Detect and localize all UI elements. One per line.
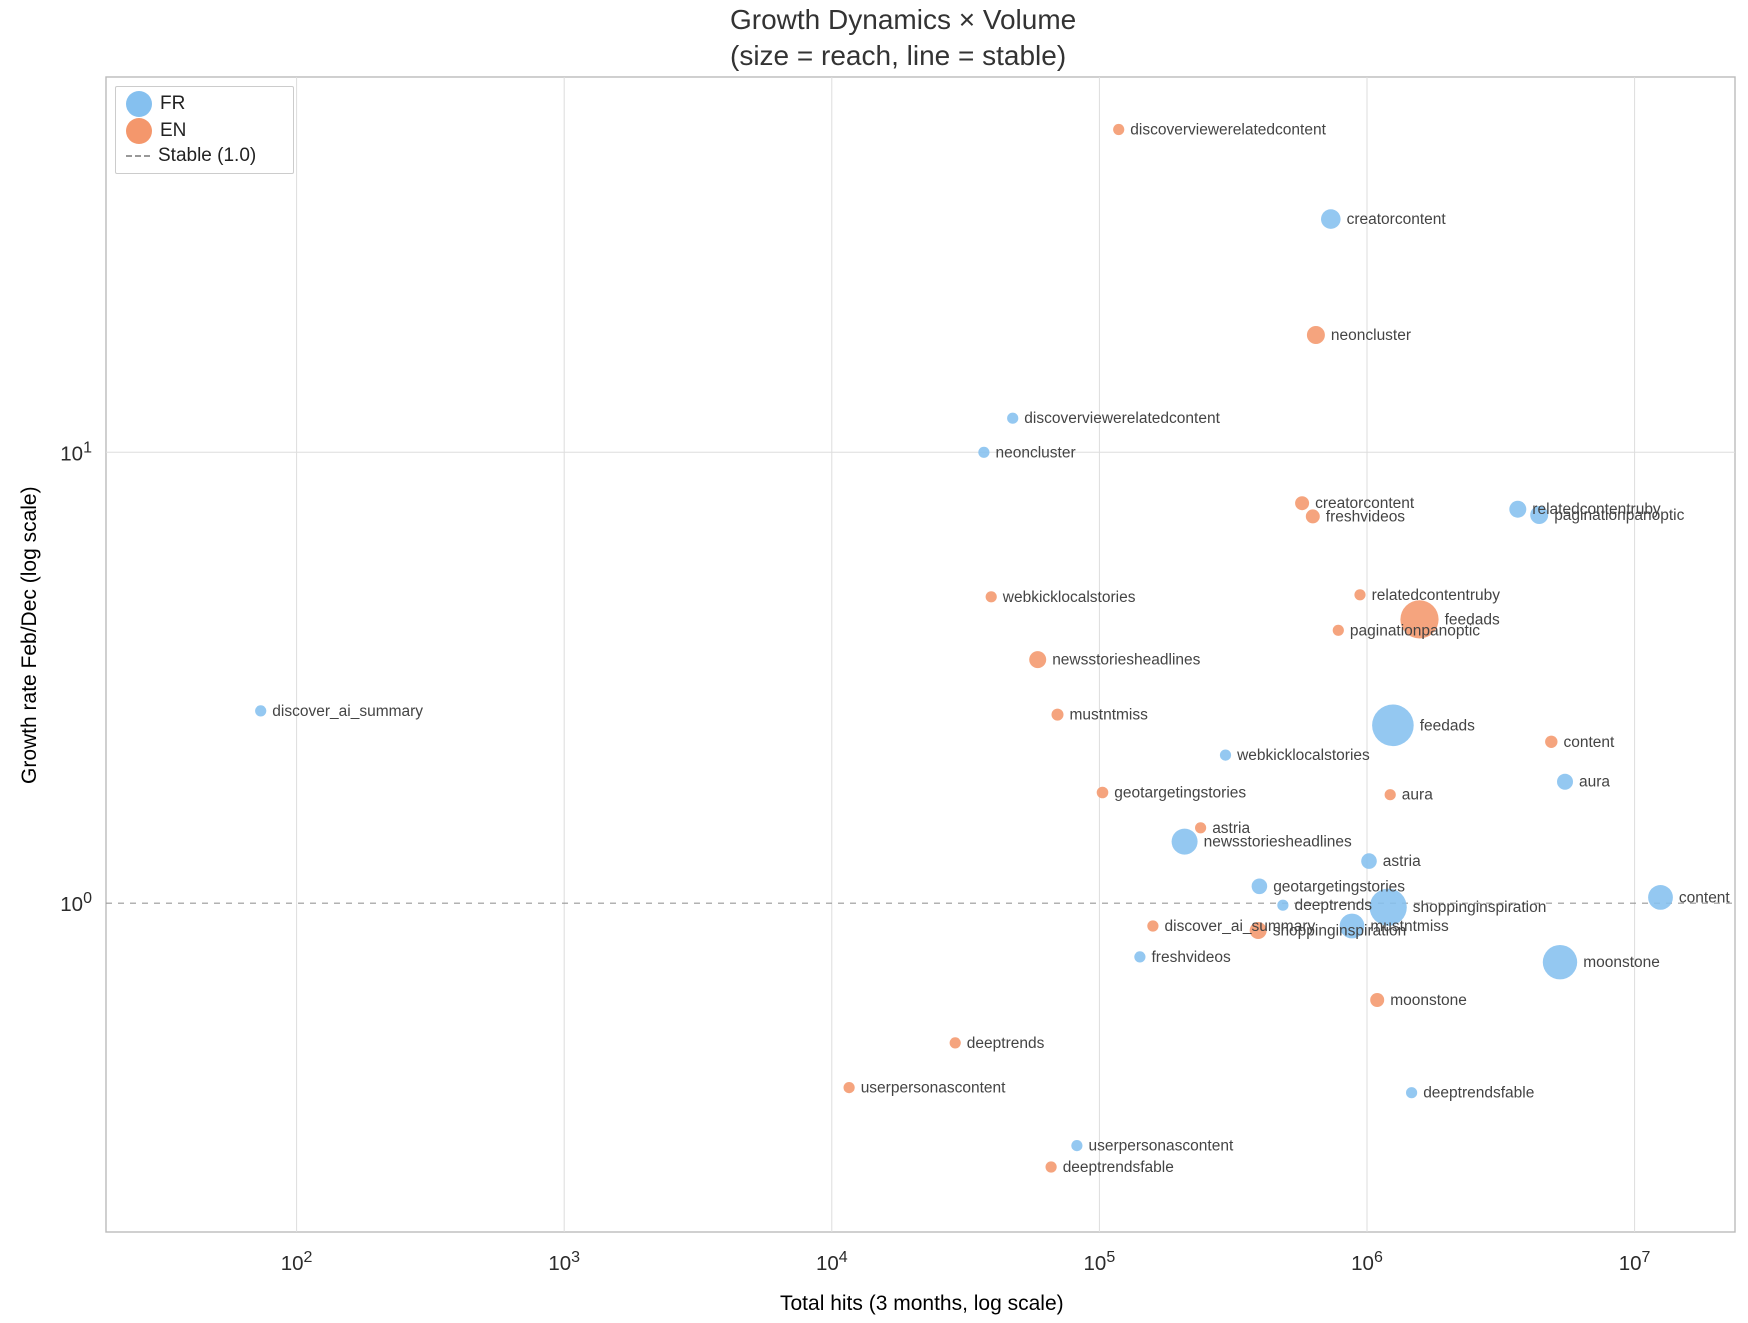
svg-text:shoppinginspiration: shoppinginspiration bbox=[1273, 923, 1407, 940]
svg-text:107: 107 bbox=[1619, 1249, 1651, 1276]
svg-text:freshvideos: freshvideos bbox=[1326, 508, 1406, 525]
svg-text:moonstone: moonstone bbox=[1390, 992, 1467, 1009]
svg-text:feedads: feedads bbox=[1420, 717, 1475, 734]
svg-text:aura: aura bbox=[1402, 787, 1433, 804]
svg-text:104: 104 bbox=[816, 1249, 848, 1276]
svg-text:discoverviewerelatedcontent: discoverviewerelatedcontent bbox=[1024, 410, 1220, 427]
svg-text:feedads: feedads bbox=[1445, 611, 1500, 628]
svg-text:astria: astria bbox=[1383, 853, 1421, 870]
svg-text:relatedcontentruby: relatedcontentruby bbox=[1372, 587, 1501, 604]
svg-text:101: 101 bbox=[60, 439, 92, 466]
svg-text:webkicklocalstories: webkicklocalstories bbox=[1236, 747, 1370, 764]
svg-text:newsstoriesheadlines: newsstoriesheadlines bbox=[1204, 834, 1352, 851]
svg-text:creatorcontent: creatorcontent bbox=[1347, 211, 1447, 228]
svg-text:deeptrendsfable: deeptrendsfable bbox=[1063, 1159, 1174, 1176]
svg-text:moonstone: moonstone bbox=[1583, 954, 1660, 971]
svg-text:newsstoriesheadlines: newsstoriesheadlines bbox=[1052, 652, 1200, 669]
svg-text:webkicklocalstories: webkicklocalstories bbox=[1002, 589, 1136, 606]
svg-text:neoncluster: neoncluster bbox=[996, 444, 1076, 461]
svg-text:102: 102 bbox=[281, 1249, 313, 1276]
svg-text:freshvideos: freshvideos bbox=[1152, 949, 1232, 966]
svg-text:userpersonascontent: userpersonascontent bbox=[1089, 1138, 1234, 1155]
svg-text:discoverviewerelatedcontent: discoverviewerelatedcontent bbox=[1130, 122, 1326, 139]
svg-text:deeptrendsfable: deeptrendsfable bbox=[1423, 1085, 1534, 1102]
svg-text:geotargetingstories: geotargetingstories bbox=[1273, 878, 1405, 895]
svg-text:100: 100 bbox=[60, 890, 92, 917]
svg-text:neoncluster: neoncluster bbox=[1331, 327, 1411, 344]
svg-text:mustntmiss: mustntmiss bbox=[1070, 707, 1149, 724]
svg-text:discover_ai_summary: discover_ai_summary bbox=[272, 703, 423, 720]
svg-text:103: 103 bbox=[548, 1249, 580, 1276]
svg-text:shoppinginspiration: shoppinginspiration bbox=[1413, 899, 1547, 916]
svg-text:content: content bbox=[1564, 734, 1616, 751]
svg-text:userpersonascontent: userpersonascontent bbox=[861, 1080, 1006, 1097]
svg-text:aura: aura bbox=[1579, 774, 1610, 791]
svg-text:content: content bbox=[1679, 889, 1731, 906]
svg-text:geotargetingstories: geotargetingstories bbox=[1114, 785, 1246, 802]
svg-text:105: 105 bbox=[1084, 1249, 1116, 1276]
svg-text:paginationpanoptic: paginationpanoptic bbox=[1554, 507, 1684, 524]
svg-text:deeptrends: deeptrends bbox=[967, 1035, 1045, 1052]
svg-text:deeptrends: deeptrends bbox=[1295, 897, 1373, 914]
svg-text:106: 106 bbox=[1351, 1249, 1383, 1276]
